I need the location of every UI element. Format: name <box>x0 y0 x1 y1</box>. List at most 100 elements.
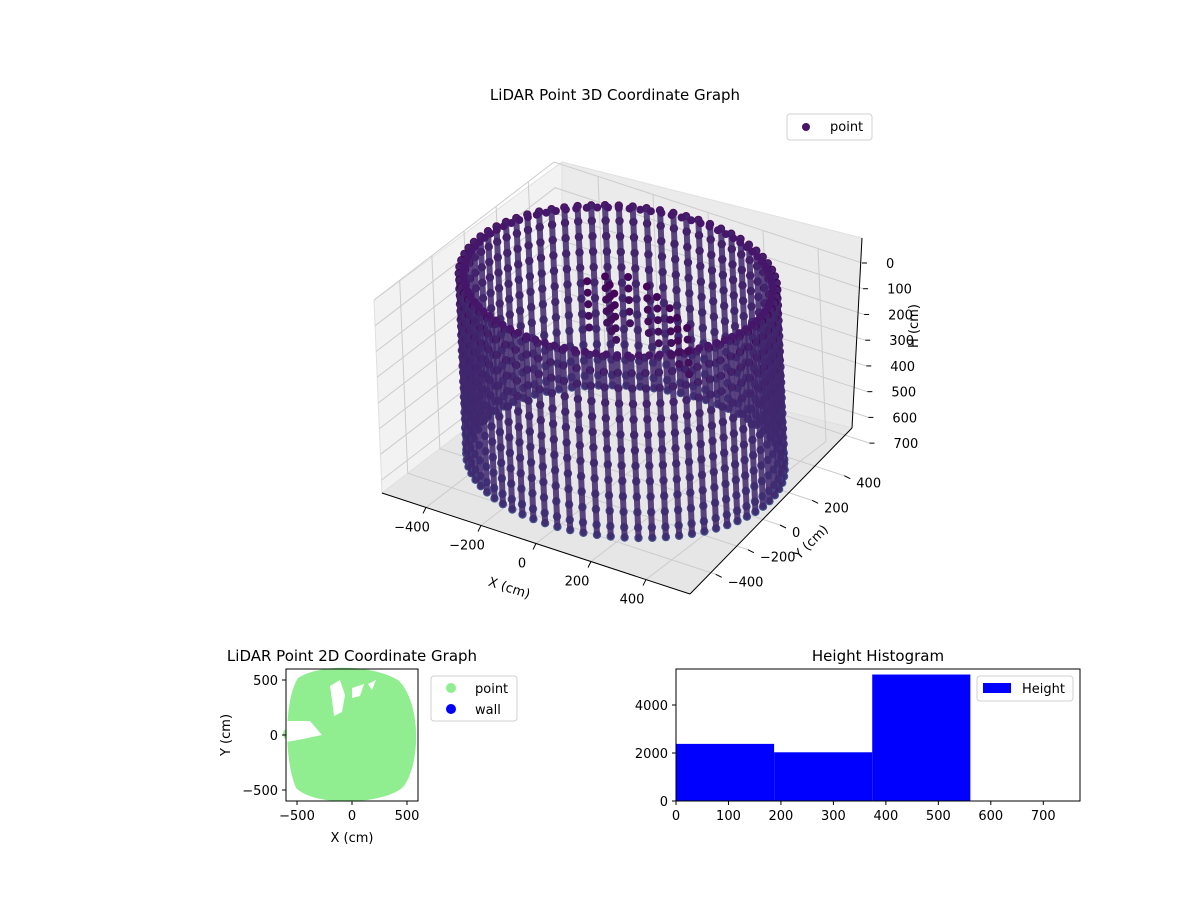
point-3d-inner <box>611 324 620 333</box>
point-3d-inner <box>610 301 619 310</box>
point-3d-inner <box>605 281 614 289</box>
point-column-stroke <box>736 333 750 520</box>
x-tick-label-histogram: 600 <box>978 809 1003 824</box>
point-3d-rim <box>712 339 721 347</box>
chart-histogram: Height Histogram 0 100 200 300 400 500 600 700 … <box>635 647 1081 824</box>
point-column-stroke <box>657 207 671 394</box>
point-3d-inner <box>684 347 693 356</box>
point-column-stroke <box>534 340 549 527</box>
point-3d-inner <box>626 319 634 328</box>
point-column-stroke <box>572 349 587 536</box>
point-3d-inner <box>643 305 652 314</box>
legend-histogram-swatch <box>983 683 1011 693</box>
point-3d-rim <box>657 208 666 217</box>
point-3d-rim <box>602 350 611 359</box>
point-3d-inner <box>675 360 683 368</box>
x-tick-3d <box>642 579 647 586</box>
point-3d-rim <box>634 351 643 360</box>
point-column-stroke <box>485 228 499 415</box>
point-3d-rim <box>729 234 738 243</box>
point-column-stroke <box>695 216 709 404</box>
point-3d-rim <box>624 351 632 360</box>
point-column-stroke <box>718 225 732 412</box>
point-3d-rim <box>506 324 515 333</box>
point-3d-rim <box>645 351 654 360</box>
point-3d-rim <box>667 211 676 220</box>
point-column <box>547 205 564 394</box>
x-tick-3d <box>587 561 592 568</box>
point-column-stroke <box>492 320 506 508</box>
point-column <box>533 338 550 528</box>
histogram-bar <box>774 752 873 801</box>
point-column <box>667 351 684 540</box>
x-tick-label-3d: 400 <box>620 593 645 608</box>
grid-line-y <box>431 255 749 551</box>
legend-3d-label: point <box>830 120 863 135</box>
point-3d-rim <box>522 332 531 341</box>
point-column-stroke <box>522 335 537 523</box>
y-tick-label-3d: −200 <box>760 551 796 566</box>
z-tick-label-3d: 600 <box>892 411 917 426</box>
point-3d-inner <box>685 370 694 379</box>
point-3d-rim <box>570 346 579 355</box>
point-column-stroke <box>501 326 516 513</box>
point-column-stroke <box>460 290 475 477</box>
point-3d-inner <box>644 317 653 326</box>
legend-2d: point wall <box>430 675 518 722</box>
z-tick-label-3d: 500 <box>891 386 916 401</box>
point-3d-rim <box>741 325 750 334</box>
point-column <box>735 332 752 521</box>
x-tick-label-histogram: 200 <box>769 809 794 824</box>
point-3d-rim <box>540 338 549 347</box>
scatter-2d-gap-4 <box>368 680 376 690</box>
histogram-bar <box>872 674 971 801</box>
legend-histogram: Height <box>976 675 1074 702</box>
point-3d-inner <box>673 325 682 334</box>
histogram-bar <box>676 743 775 801</box>
point-3d-rim <box>492 225 501 234</box>
point-3d-inner <box>624 284 633 293</box>
legend-3d-marker <box>802 123 810 131</box>
point-column-stroke <box>524 211 538 398</box>
point-3d-rim <box>582 203 591 212</box>
point-3d-rim <box>499 222 508 231</box>
point-3d-inner <box>674 348 683 357</box>
chart-3d-title: LiDAR Point 3D Coordinate Graph <box>490 86 740 104</box>
point-column <box>692 347 709 536</box>
point-3d-inner <box>666 315 675 324</box>
point-3d-rim <box>561 205 570 214</box>
point-column <box>521 334 538 524</box>
point-column-stroke <box>513 215 527 402</box>
y-axis-line <box>689 427 853 595</box>
y-ticks-histogram: 0 2000 4000 <box>635 699 676 810</box>
y-tick-label-2d: 500 <box>253 674 278 689</box>
point-column-stroke <box>586 351 600 538</box>
z-tick-label-3d: 300 <box>889 334 914 349</box>
point-column-stroke <box>559 347 574 534</box>
point-column <box>500 325 517 514</box>
point-3d-rim <box>735 329 744 338</box>
histogram-bars <box>676 674 971 801</box>
legend-2d-label-wall: wall <box>475 703 501 718</box>
point-3d-rim <box>572 204 581 213</box>
point-column-stroke <box>693 348 708 535</box>
point-column <box>534 207 551 396</box>
point-3d-rim <box>687 216 696 225</box>
z-tick-label-3d: 200 <box>888 308 913 323</box>
point-column-stroke <box>546 343 561 530</box>
point-3d-inner <box>643 294 652 303</box>
y-tick-3d <box>715 573 722 578</box>
point-3d-inner <box>666 327 675 336</box>
point-column <box>599 352 615 541</box>
point-3d-inner <box>673 313 682 322</box>
point-column-stroke <box>727 337 741 525</box>
x-ticks-2d: −500 0 500 <box>279 801 419 824</box>
grid-line-y <box>399 280 716 575</box>
point-3d-rim <box>704 341 713 350</box>
point-3d-inner <box>610 289 619 298</box>
x-ticks-histogram: 0 100 200 300 400 500 600 700 <box>672 801 1056 824</box>
point-column-stroke <box>768 306 783 493</box>
point-3d-inner <box>653 304 662 313</box>
point-3d-inner <box>667 350 676 359</box>
x-axis-label-2d: X (cm) <box>331 831 374 846</box>
